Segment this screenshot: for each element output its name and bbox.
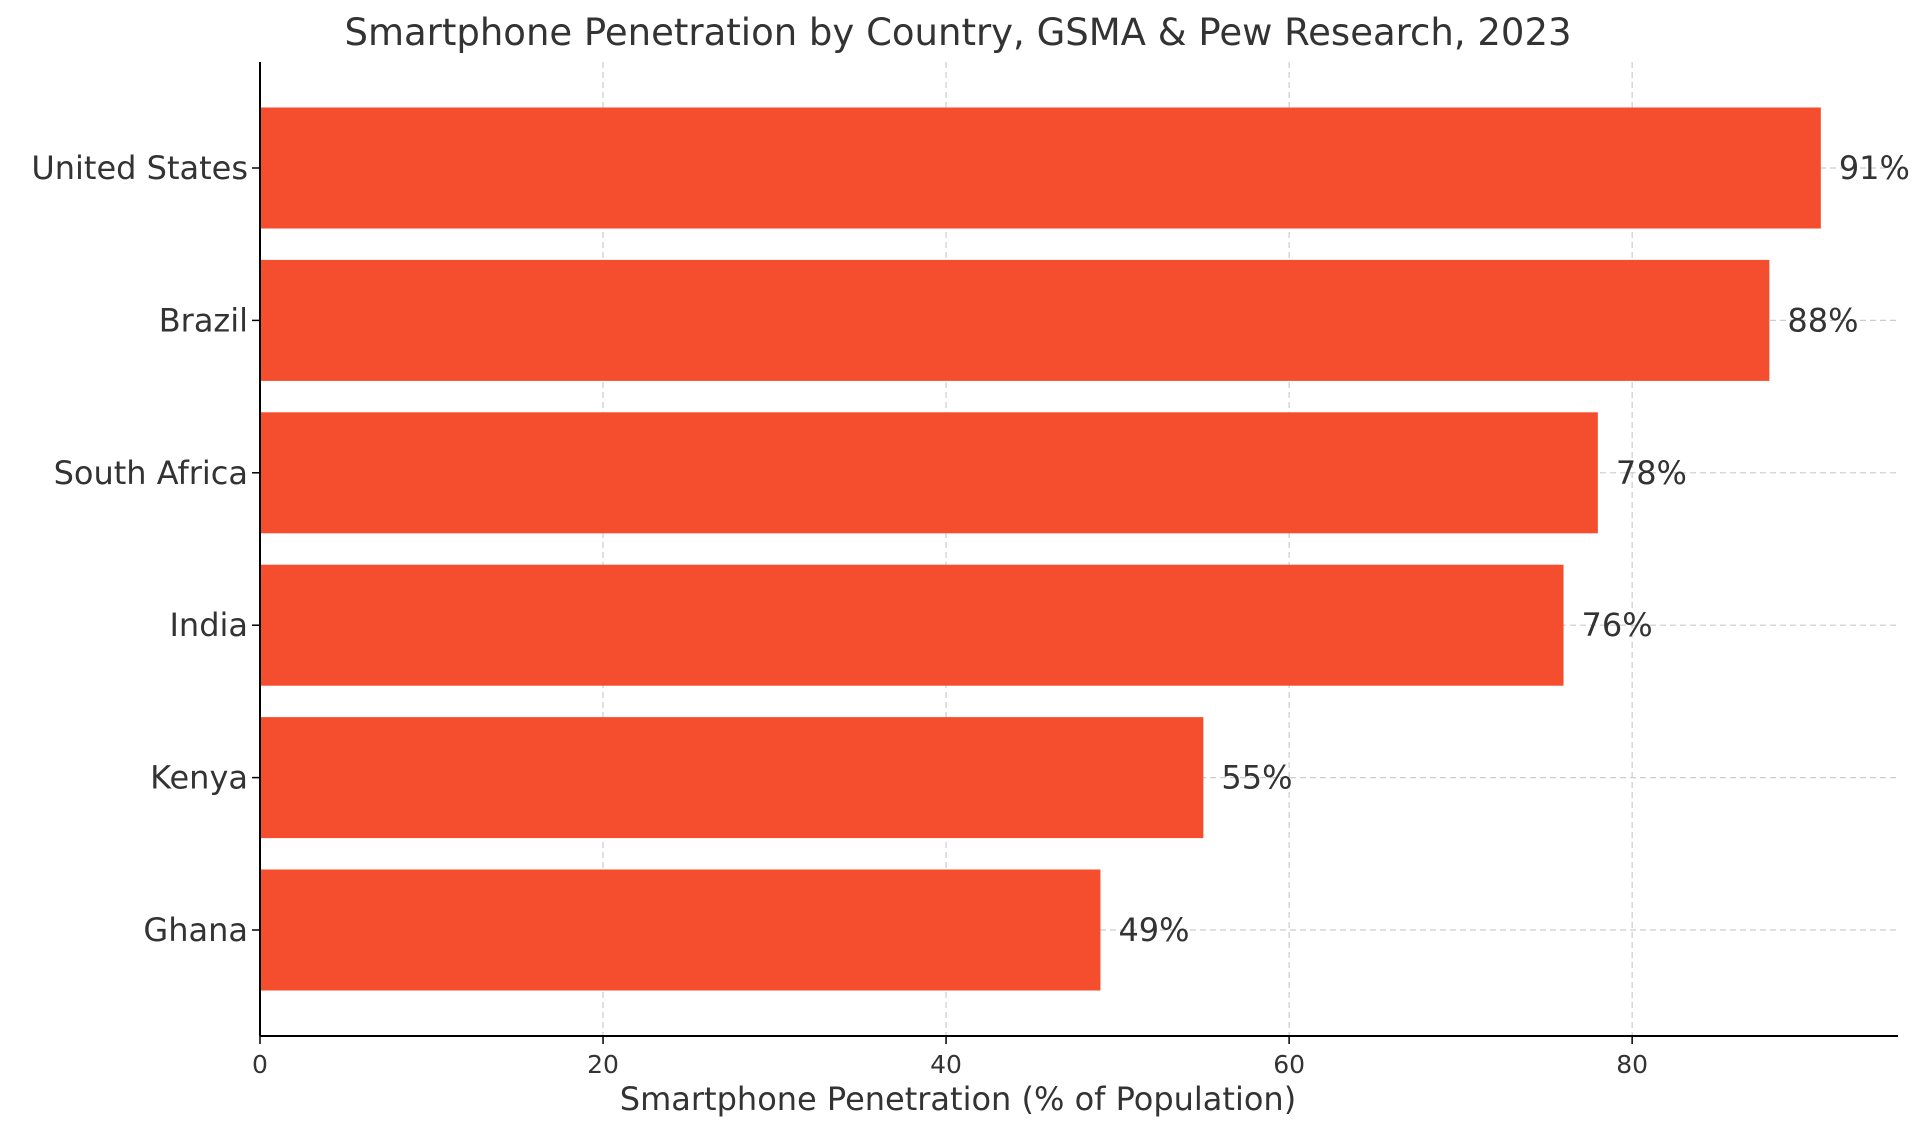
data-label: 78% [1616,454,1687,492]
y-tick-label: United States [31,149,248,187]
x-tick-label: 40 [930,1050,962,1079]
y-tick-label: South Africa [54,454,248,492]
x-axis-title: Smartphone Penetration (% of Population) [620,1080,1296,1118]
bar-ghana [260,869,1101,991]
bar-brazil [260,259,1770,381]
bar-united-states [260,107,1821,229]
axes [252,62,1898,1044]
x-tick-label: 0 [252,1050,268,1079]
y-tick-label: Ghana [143,911,248,949]
data-label: 55% [1221,759,1292,797]
bar-kenya [260,717,1204,839]
data-label: 88% [1787,301,1858,339]
bars [260,107,1821,991]
y-tick-label: Brazil [159,301,248,339]
x-tick-label: 80 [1616,1050,1648,1079]
y-tick-label: India [169,606,248,644]
x-tick-label: 60 [1273,1050,1305,1079]
data-label: 76% [1582,606,1653,644]
bar-india [260,564,1564,686]
labels: 0 20 40 60 80 United States 91% Brazil 88% South … [31,149,1910,1079]
chart-title: Smartphone Penetration by Country, GSMA … [344,11,1571,54]
y-tick-label: Kenya [150,759,248,797]
data-label: 49% [1118,911,1189,949]
data-label: 91% [1839,149,1910,187]
x-tick-label: 20 [587,1050,619,1079]
bar-south-africa [260,412,1598,534]
